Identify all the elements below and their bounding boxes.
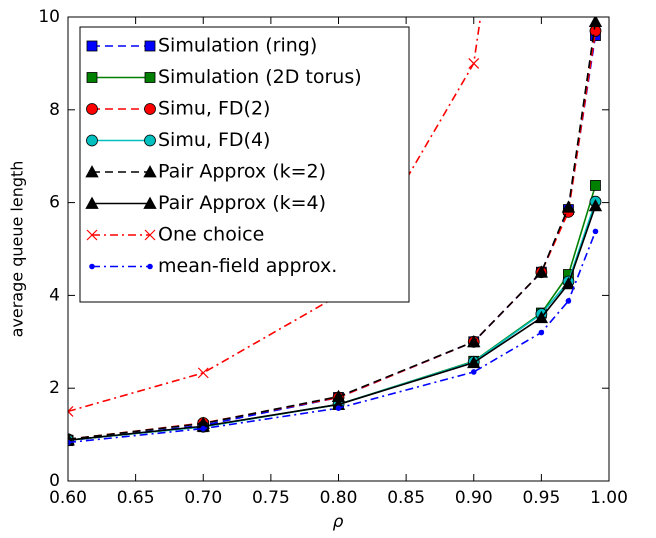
y-tick-label: 4 xyxy=(49,285,60,305)
series-line xyxy=(68,17,482,413)
plot-frame xyxy=(67,16,610,482)
marker xyxy=(470,369,477,375)
marker xyxy=(200,425,207,432)
legend-label: Pair Approx (k=4) xyxy=(158,192,326,214)
marker xyxy=(561,200,576,213)
legend: Simulation (ring) Simulation (2D torus) Si… xyxy=(79,26,410,303)
legend-box xyxy=(79,26,410,303)
x-tick-label: 0.90 xyxy=(455,488,493,508)
legend-label: Simulation (2D torus) xyxy=(158,66,362,88)
marker xyxy=(86,229,98,241)
x-tick-label: 0.85 xyxy=(387,488,425,508)
marker xyxy=(534,310,549,324)
x-tick-label: 0.80 xyxy=(320,488,358,508)
marker xyxy=(468,57,480,69)
y-tick-label: 6 xyxy=(49,193,60,213)
marker xyxy=(86,40,98,52)
marker xyxy=(68,405,74,417)
marker xyxy=(68,439,71,446)
marker xyxy=(588,17,603,28)
marker xyxy=(144,40,156,52)
legend-label: Simu, FD(2) xyxy=(158,98,270,120)
marker xyxy=(85,196,99,209)
marker xyxy=(561,276,576,290)
marker xyxy=(335,405,342,411)
x-tick-label: 0.65 xyxy=(117,488,155,508)
marker xyxy=(590,180,601,191)
marker xyxy=(89,263,95,270)
y-tick-label: 2 xyxy=(49,378,60,398)
marker xyxy=(143,196,157,209)
y-axis-label: average queue length xyxy=(8,161,27,338)
x-tick-label: 0.95 xyxy=(522,488,560,508)
marker xyxy=(147,263,153,270)
marker xyxy=(534,265,549,278)
marker xyxy=(143,165,157,178)
legend-label: mean-field approx. xyxy=(158,255,337,277)
marker xyxy=(144,229,156,241)
marker xyxy=(85,165,99,178)
y-tick-label: 10 xyxy=(38,7,60,27)
marker xyxy=(86,72,98,83)
marker xyxy=(144,134,156,147)
marker xyxy=(467,334,481,348)
legend-label: Simu, FD(4) xyxy=(158,129,270,151)
x-tick-label: 0.75 xyxy=(252,488,290,508)
marker xyxy=(197,367,209,379)
y-tick-label: 8 xyxy=(49,100,60,120)
marker xyxy=(588,199,603,212)
marker xyxy=(592,228,599,235)
legend-label: Simulation (ring) xyxy=(158,35,317,57)
marker xyxy=(86,134,98,147)
x-tick-label: 1.00 xyxy=(590,488,628,508)
marker xyxy=(144,103,156,115)
marker xyxy=(565,298,572,304)
x-axis-label: ρ xyxy=(333,512,344,532)
x-tick-label: 0.60 xyxy=(49,488,87,508)
y-tick-label: 0 xyxy=(49,471,60,491)
marker xyxy=(467,355,481,369)
marker xyxy=(144,72,156,83)
marker xyxy=(538,329,545,336)
x-tick-label: 0.70 xyxy=(184,488,222,508)
legend-label: Pair Approx (k=2) xyxy=(158,161,326,183)
legend-label: One choice xyxy=(158,224,264,246)
marker xyxy=(86,103,98,115)
plot-area xyxy=(68,17,603,447)
